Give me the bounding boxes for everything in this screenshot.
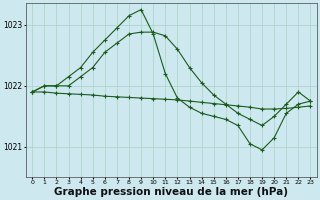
X-axis label: Graphe pression niveau de la mer (hPa): Graphe pression niveau de la mer (hPa) (54, 187, 288, 197)
